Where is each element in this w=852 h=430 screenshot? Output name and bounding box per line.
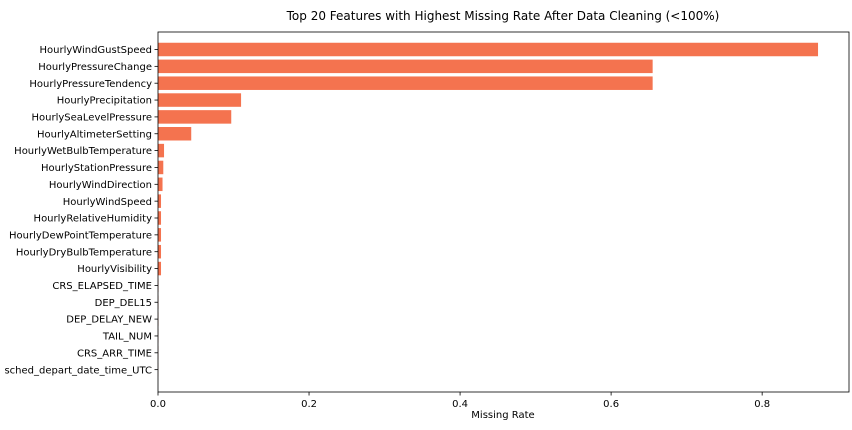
bar-HourlyDewPointTemperature bbox=[158, 228, 162, 242]
x-tick-label: 0.8 bbox=[754, 399, 770, 410]
bar-HourlySeaLevelPressure bbox=[158, 110, 232, 124]
plot-frame bbox=[157, 31, 850, 393]
bar-HourlyAltimeterSetting bbox=[158, 127, 192, 141]
y-tick-label: sched_depart_date_time_UTC bbox=[4, 365, 152, 376]
y-tick-label: HourlyPressureTendency bbox=[29, 79, 152, 90]
bar-HourlyPressureChange bbox=[158, 59, 653, 74]
bar-HourlyWindSpeed bbox=[158, 194, 162, 208]
bar-HourlyStationPressure bbox=[158, 160, 164, 175]
y-tick-label: HourlyWindDirection bbox=[49, 180, 152, 191]
y-tick-label: HourlyAltimeterSetting bbox=[37, 129, 152, 140]
y-tick-label: HourlyPressureChange bbox=[38, 62, 152, 73]
y-tick-label: CRS_ARR_TIME bbox=[77, 348, 152, 359]
x-axis-label: Missing Rate bbox=[471, 410, 534, 421]
y-tick-label: CRS_ELAPSED_TIME bbox=[52, 281, 152, 292]
bar-HourlyPressureTendency bbox=[158, 76, 653, 90]
y-tick-label: TAIL_NUM bbox=[102, 332, 152, 343]
y-tick-label: HourlyPrecipitation bbox=[57, 96, 152, 107]
bar-HourlyVisibility bbox=[158, 261, 162, 276]
x-ticks: 0.0 0.2 0.4 0.6 0.8 bbox=[150, 392, 770, 410]
y-tick-label: HourlyVisibility bbox=[77, 264, 152, 275]
bar-HourlyRelativeHumidity bbox=[158, 211, 162, 225]
bar-HourlyDryBulbTemperature bbox=[158, 244, 162, 259]
y-tick-label: DEP_DEL15 bbox=[95, 298, 152, 309]
bar-HourlyWindGustSpeed bbox=[158, 42, 819, 57]
x-tick-label: 0.2 bbox=[301, 399, 317, 410]
y-tick-labels: HourlyWindGustSpeed HourlyPressureChange H… bbox=[4, 45, 158, 376]
bar-HourlyWetBulbTemperature bbox=[158, 143, 165, 158]
y-tick-label: HourlyWindGustSpeed bbox=[40, 45, 152, 56]
y-tick-label: HourlyRelativeHumidity bbox=[34, 214, 153, 225]
y-tick-label: HourlyDryBulbTemperature bbox=[16, 247, 152, 258]
bar-HourlyPrecipitation bbox=[158, 93, 242, 107]
bar-HourlyWindDirection bbox=[158, 177, 163, 192]
bars-group bbox=[158, 42, 819, 377]
y-tick-label: HourlySeaLevelPressure bbox=[31, 113, 152, 124]
y-tick-label: HourlyWetBulbTemperature bbox=[14, 146, 152, 157]
x-tick-label: 0.4 bbox=[452, 399, 468, 410]
x-tick-label: 0.6 bbox=[603, 399, 619, 410]
y-tick-label: HourlyStationPressure bbox=[41, 163, 152, 174]
chart-title: Top 20 Features with Highest Missing Rat… bbox=[286, 9, 720, 23]
x-tick-label: 0.0 bbox=[150, 399, 166, 410]
y-tick-label: DEP_DELAY_NEW bbox=[66, 315, 152, 326]
y-tick-label: HourlyDewPointTemperature bbox=[9, 230, 152, 241]
y-tick-label: HourlyWindSpeed bbox=[63, 197, 152, 208]
